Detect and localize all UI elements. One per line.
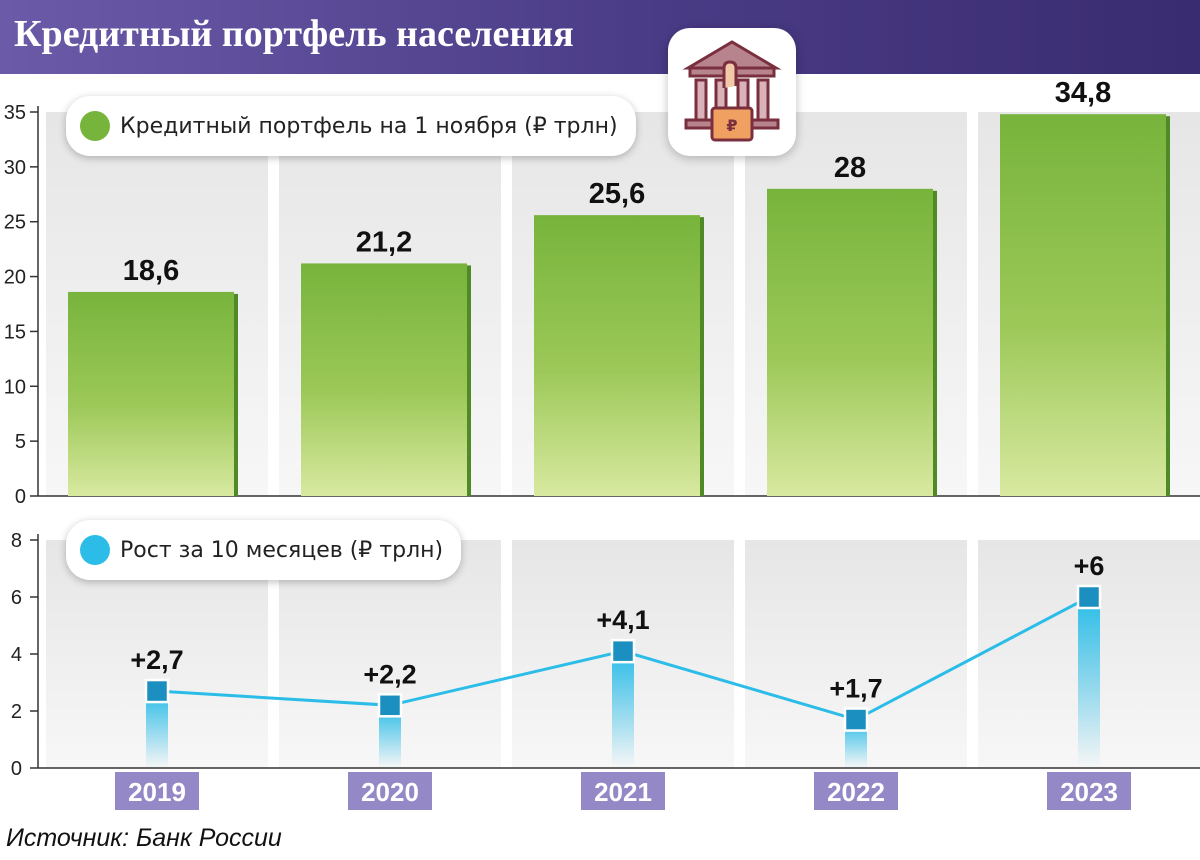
- growth-value-label-2020: +2,2: [363, 659, 416, 689]
- growth-marker-2021: [610, 638, 636, 664]
- year-label-2019: 2019: [128, 777, 186, 807]
- bar-shade-2022: [933, 190, 937, 497]
- bar-2022: [767, 188, 933, 497]
- y-tick-label-top: 25: [4, 212, 26, 234]
- y-tick-label-top: 20: [4, 267, 26, 289]
- legend-growth: Рост за 10 месяцев (₽ трлн): [66, 520, 462, 580]
- year-label-bg-2022: [814, 772, 898, 810]
- bar-value-label-2022: 28: [834, 152, 866, 184]
- year-label-bg-2020: [348, 772, 432, 810]
- growth-marker-2019: [144, 678, 170, 704]
- legend-portfolio-swatch: [80, 111, 110, 141]
- header-banner: Кредитный портфель населения: [0, 0, 1200, 74]
- bar-2019: [68, 291, 234, 496]
- growth-marker-2020: [377, 693, 403, 718]
- bar-value-label-2019: 18,6: [123, 255, 179, 287]
- growth-value-label-2021: +4,1: [596, 605, 649, 635]
- y-tick-label-bottom: 2: [11, 701, 22, 723]
- growth-stem-2019: [146, 691, 168, 768]
- y-tick-label-bottom: 0: [11, 758, 22, 780]
- legend-growth-swatch: [80, 535, 110, 565]
- bar-value-label-2023: 34,8: [1055, 77, 1111, 109]
- bar-2020: [301, 263, 467, 496]
- y-tick-label-top: 15: [4, 321, 26, 343]
- year-label-2022: 2022: [827, 777, 885, 807]
- bar-value-label-2021: 25,6: [589, 178, 645, 210]
- bar-shade-2020: [467, 265, 471, 496]
- growth-value-label-2023: +6: [1074, 551, 1105, 581]
- y-tick-label-top: 35: [4, 102, 26, 124]
- bar-shade-2019: [234, 293, 238, 496]
- year-label-bg-2021: [581, 772, 665, 810]
- y-tick-label-top: 5: [15, 431, 26, 453]
- page-title: Кредитный портфель населения: [14, 13, 574, 55]
- bank-icon-card: ₽: [668, 28, 796, 156]
- growth-stem-2021: [612, 651, 634, 768]
- growth-value-label-2022: +1,7: [829, 674, 882, 704]
- bar-value-label-2020: 21,2: [356, 226, 412, 258]
- growth-value-label-2019: +2,7: [130, 645, 183, 675]
- year-label-bg-2023: [1047, 772, 1131, 810]
- legend-portfolio-label: Кредитный портфель на 1 ноября (₽ трлн): [120, 113, 618, 139]
- growth-stem-2020: [379, 705, 401, 768]
- y-tick-label-top: 10: [4, 376, 26, 398]
- bar-shade-2021: [700, 217, 704, 497]
- year-label-bg-2019: [115, 772, 199, 810]
- y-tick-label-bottom: 6: [11, 587, 22, 609]
- source-note: Источник: Банк России: [6, 824, 282, 852]
- y-tick-label-bottom: 8: [11, 530, 22, 552]
- svg-text:₽: ₽: [726, 116, 737, 135]
- legend-portfolio: Кредитный портфель на 1 ноября (₽ трлн): [66, 96, 636, 156]
- y-tick-label-top: 0: [15, 486, 26, 508]
- year-label-2023: 2023: [1060, 777, 1118, 807]
- year-label-2021: 2021: [594, 777, 652, 807]
- bank-building-ruble-icon: ₽: [682, 40, 782, 142]
- bar-2021: [534, 215, 700, 497]
- growth-stem-2023: [1078, 597, 1100, 768]
- bar-2023: [1000, 114, 1166, 497]
- bar-shade-2023: [1166, 116, 1170, 497]
- y-tick-label-bottom: 4: [11, 644, 22, 666]
- legend-growth-label: Рост за 10 месяцев (₽ трлн): [120, 537, 444, 563]
- growth-marker-2023: [1076, 584, 1102, 610]
- year-label-2020: 2020: [361, 777, 419, 807]
- y-tick-label-top: 30: [4, 157, 26, 179]
- growth-marker-2022: [843, 707, 869, 732]
